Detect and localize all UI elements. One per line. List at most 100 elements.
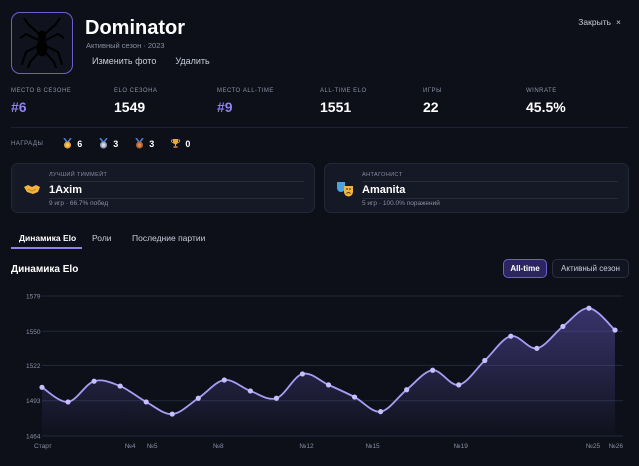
active-tab-indicator — [11, 247, 82, 249]
spider-icon — [20, 18, 64, 68]
award-count: 6 — [77, 138, 83, 149]
y-tick-label: 1464 — [26, 434, 41, 441]
elo-point[interactable] — [39, 384, 45, 390]
stat-label: МЕСТО В СЕЗОНЕ — [11, 88, 72, 94]
elo-chart: 1464 1493 1522 1550 1579 Старт №4 №5 №8 №12 №15 №1… — [26, 294, 624, 451]
gold-medal-icon — [63, 138, 72, 149]
handshake-icon — [24, 185, 40, 194]
stat-label: МЕСТО ALL-TIME — [217, 88, 274, 94]
elo-point[interactable] — [612, 327, 618, 333]
elo-point[interactable] — [195, 395, 201, 401]
stat-season-elo: ELO СЕЗОНА 1549 — [114, 88, 157, 115]
close-label: Закрыть — [578, 17, 612, 27]
elo-point[interactable] — [482, 357, 488, 364]
elo-point[interactable] — [221, 377, 227, 383]
stat-label: ИГРЫ — [423, 88, 442, 94]
close-icon: × — [616, 17, 621, 27]
y-tick-label: 1579 — [26, 294, 41, 301]
award-silver: 3 — [99, 138, 118, 149]
award-gold: 6 — [63, 138, 82, 149]
stat-alltime-elo: ALL-TIME ELO 1551 — [320, 88, 367, 115]
x-tick-label: №8 — [213, 443, 224, 450]
stat-value: 1551 — [320, 99, 352, 115]
trophy-icon — [171, 139, 181, 148]
bronze-medal-icon — [135, 138, 144, 149]
elo-point[interactable] — [91, 378, 97, 384]
divider — [11, 127, 628, 128]
award-count: 3 — [149, 138, 155, 149]
elo-point[interactable] — [508, 333, 514, 339]
card-label: ЛУЧШИЙ ТИММЕЙТ — [49, 172, 108, 178]
season-subtitle: Активный сезон · 2023 — [86, 41, 165, 50]
stat-label: ELO СЕЗОНА — [114, 88, 158, 94]
stat-value: #9 — [217, 99, 233, 115]
x-tick-label: №12 — [299, 443, 314, 450]
y-tick-label: 1493 — [26, 398, 41, 405]
card-label: АНТАГОНИСТ — [362, 172, 403, 178]
award-trophy: 0 — [171, 138, 190, 149]
antagonist-name: Amanita — [362, 181, 618, 196]
elo-point[interactable] — [456, 382, 462, 388]
toggle-active-season[interactable]: Активный сезон — [552, 259, 629, 278]
antagonist-lossrate: 100.0% поражений — [382, 200, 440, 207]
x-tick-label: №4 — [125, 443, 136, 450]
stat-winrate: WINRATE 45.5% — [526, 88, 566, 115]
award-count: 3 — [113, 138, 119, 149]
elo-point[interactable] — [586, 305, 592, 311]
teammate-stats: 9 игр · 66.7% побед — [49, 198, 304, 207]
elo-point[interactable] — [351, 394, 358, 400]
elo-point[interactable] — [430, 367, 436, 373]
y-tick-label: 1522 — [26, 363, 41, 370]
x-tick-label: №19 — [454, 443, 469, 450]
avatar[interactable] — [11, 12, 73, 74]
elo-point[interactable] — [534, 345, 540, 351]
stat-label: WINRATE — [526, 88, 557, 94]
award-bronze: 3 — [135, 138, 154, 149]
antagonist-card[interactable]: АНТАГОНИСТ Amanita 5 игр · 100.0% пораже… — [324, 163, 629, 213]
tab-recent-games[interactable]: Последние партии — [132, 233, 206, 243]
elo-point[interactable] — [143, 399, 149, 405]
elo-point[interactable] — [325, 382, 332, 388]
close-button[interactable]: Закрыть × — [578, 17, 621, 27]
teammate-winrate: 66.7% побед — [69, 200, 109, 207]
teammate-name: 1Axim — [49, 181, 304, 196]
x-tick-label: №25 — [586, 443, 601, 450]
silver-medal-icon — [99, 138, 108, 149]
toggle-all-time[interactable]: All-time — [503, 259, 547, 278]
elo-point[interactable] — [117, 383, 123, 389]
antagonist-stats: 5 игр · 100.0% поражений — [362, 198, 618, 207]
x-tick-label: №5 — [147, 443, 158, 450]
tab-roles[interactable]: Роли — [92, 233, 112, 243]
tab-bar: Динамика Elo Роли Последние партии — [11, 229, 629, 249]
elo-point[interactable] — [273, 395, 280, 401]
elo-point[interactable] — [169, 411, 175, 417]
awards-label: НАГРАДЫ — [11, 140, 44, 147]
elo-point[interactable] — [404, 387, 410, 393]
elo-point[interactable] — [247, 388, 253, 394]
change-photo-button[interactable]: Изменить фото — [92, 56, 157, 66]
section-title: Динамика Elo — [11, 264, 79, 275]
stat-label: ALL-TIME ELO — [320, 88, 367, 94]
stat-value: 1549 — [114, 99, 146, 115]
elo-point[interactable] — [299, 371, 306, 377]
best-teammate-card[interactable]: ЛУЧШИЙ ТИММЕЙТ 1Axim 9 игр · 66.7% побед — [11, 163, 315, 213]
delete-photo-button[interactable]: Удалить — [175, 56, 210, 66]
elo-point[interactable] — [65, 399, 71, 405]
theater-masks-icon — [337, 182, 353, 197]
stat-games: ИГРЫ 22 — [423, 88, 442, 115]
x-tick-label: №15 — [365, 443, 380, 450]
elo-point[interactable] — [560, 323, 566, 330]
tab-elo-dynamics[interactable]: Динамика Elo — [19, 233, 77, 243]
separator: · — [65, 200, 69, 207]
x-tick-label: №26 — [609, 443, 624, 450]
elo-point[interactable] — [377, 409, 384, 415]
elo-area — [42, 308, 615, 436]
teammate-games: 9 игр — [49, 200, 65, 207]
stat-alltime-place: МЕСТО ALL-TIME #9 — [217, 88, 274, 115]
separator: · — [378, 200, 382, 207]
stat-value: 22 — [423, 99, 439, 115]
award-count: 0 — [185, 138, 191, 149]
player-name: Dominator — [85, 17, 185, 39]
awards-row: НАГРАДЫ 6 3 3 0 — [11, 138, 207, 149]
stat-season-place: МЕСТО В СЕЗОНЕ #6 — [11, 88, 71, 115]
